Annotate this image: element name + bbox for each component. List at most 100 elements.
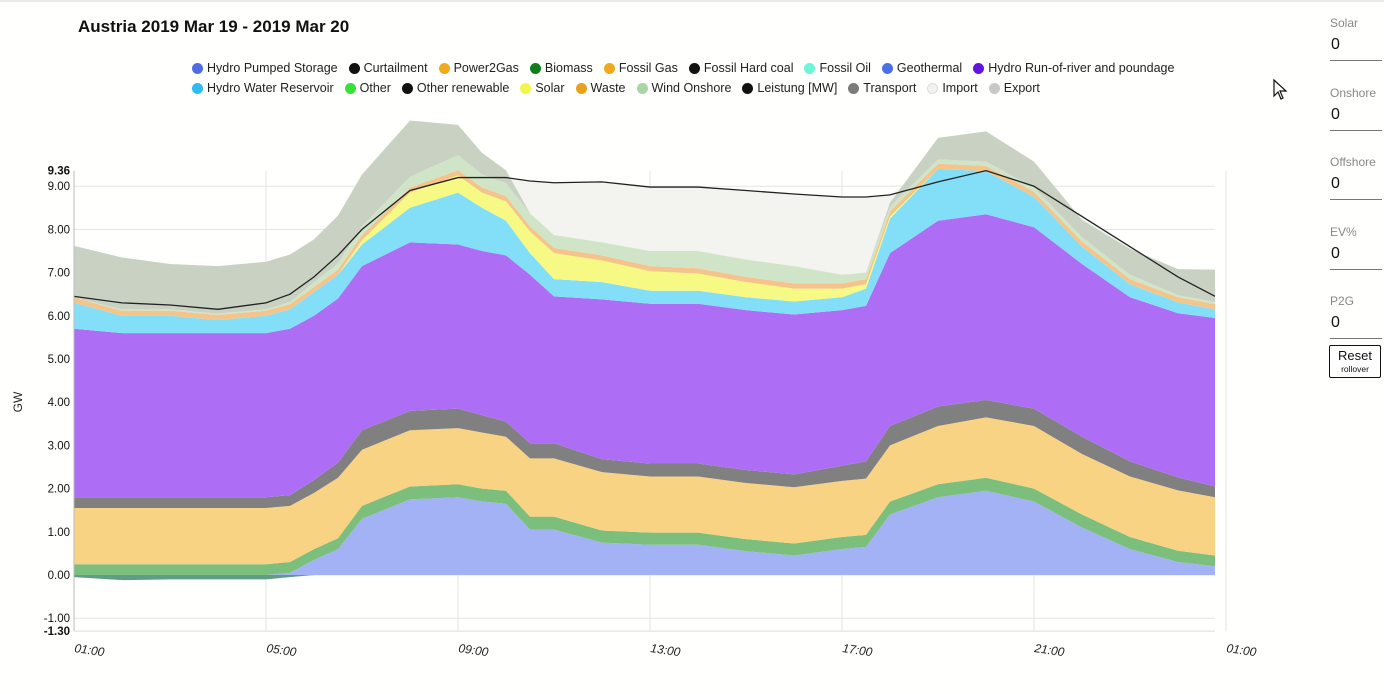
legend-item[interactable]: Fossil Oil <box>804 61 871 75</box>
legend-dot-icon <box>848 82 860 94</box>
area-hydro-run-of-river-and-poundage[interactable] <box>74 214 1215 498</box>
scenario-field: EV% 0 <box>1330 225 1382 291</box>
reset-label: Reset <box>1338 348 1372 363</box>
y-tick-label: -1.00 <box>44 613 70 625</box>
legend-label: Transport <box>863 81 917 95</box>
y-tick-label: 9.36 <box>48 166 70 178</box>
legend-label: Leistung [MW] <box>757 81 838 95</box>
legend-dot-icon <box>192 62 203 74</box>
legend-label: Hydro Pumped Storage <box>207 61 338 75</box>
scenario-field: Solar 0 <box>1330 16 1382 82</box>
legend-item[interactable]: Hydro Pumped Storage <box>192 61 338 75</box>
y-tick-label: 8.00 <box>48 224 70 236</box>
legend-item[interactable]: Import <box>927 81 978 95</box>
top-border <box>0 0 1384 2</box>
legend-label: Fossil Oil <box>819 61 871 75</box>
legend-label: Biomass <box>544 61 593 75</box>
legend-item[interactable]: Geothermal <box>881 61 962 75</box>
legend-label: Other renewable <box>416 81 510 95</box>
area-export[interactable] <box>74 120 1215 314</box>
y-axis-label: GW <box>11 391 25 412</box>
legend-dot-icon <box>636 82 648 94</box>
reset-rollover-button[interactable]: Reset rollover <box>1329 345 1381 378</box>
legend-label: Waste <box>590 81 626 95</box>
y-tick-label: 0.00 <box>48 570 70 582</box>
legend-dot-icon <box>192 82 203 94</box>
field-input[interactable]: 0 <box>1330 175 1382 200</box>
legend-item[interactable]: Hydro Water Reservoir <box>192 81 334 95</box>
stacked-areas <box>74 120 1215 575</box>
legend-dot-icon <box>988 82 1000 94</box>
field-label: EV% <box>1330 224 1357 239</box>
area-biomass[interactable] <box>74 477 1215 575</box>
y-tick-label: 4.00 <box>48 397 70 409</box>
legend-item[interactable]: Power2Gas <box>438 61 519 75</box>
area-transport[interactable] <box>74 400 1215 509</box>
y-axis: -1.30-1.00 0.00 1.00 2.00 3.00 4.00 5.00 6.00 7.… <box>44 166 75 638</box>
y-tick-label: 9.00 <box>48 181 70 193</box>
field-label: P2G <box>1330 294 1355 308</box>
y-tick-label: 3.00 <box>48 440 70 452</box>
lines <box>73 169 1216 310</box>
x-tick-label: 21:00 <box>1033 641 1066 659</box>
legend-label: Hydro Water Reservoir <box>207 81 334 95</box>
legend-item[interactable]: Fossil Gas <box>603 61 678 75</box>
legend-row-2: Hydro Water Reservoir Other Other renewabl… <box>192 78 1232 98</box>
legend-item[interactable]: Curtailment <box>348 61 428 75</box>
legend-dot-icon <box>603 62 615 74</box>
x-tick-label: 13:00 <box>650 641 682 659</box>
legend-item[interactable]: Other <box>344 81 391 95</box>
legend-label: Export <box>1003 81 1040 95</box>
legend-dot-icon <box>401 82 413 94</box>
legend-item[interactable]: Waste <box>575 81 626 95</box>
legend-item[interactable]: Other renewable <box>401 81 510 95</box>
legend-label: Power2Gas <box>453 61 519 75</box>
legend-dot-icon <box>520 82 532 94</box>
legend-item[interactable]: Transport <box>848 81 916 95</box>
area-negative[interactable] <box>74 575 1215 581</box>
x-tick-label: 01:00 <box>74 641 106 659</box>
scenario-field: Onshore 0 <box>1330 86 1382 152</box>
legend-label: Fossil Gas <box>618 61 678 75</box>
legend-dot-icon <box>973 62 985 74</box>
area-import[interactable] <box>74 155 1215 314</box>
y-tick-label: 1.00 <box>48 527 70 539</box>
y-tick-label: 7.00 <box>48 268 70 280</box>
y-tick-label: 2.00 <box>48 484 70 496</box>
legend-item[interactable]: Solar <box>520 81 565 95</box>
line-leistung[interactable] <box>73 169 1216 310</box>
legend-label: Hydro Run-of-river and poundage <box>988 61 1175 75</box>
legend-dot-icon <box>742 82 754 94</box>
field-label: Onshore <box>1330 85 1377 100</box>
legend-dot-icon <box>881 62 893 74</box>
legend-label: Solar <box>535 81 565 95</box>
legend-item[interactable]: Fossil Hard coal <box>688 61 794 75</box>
field-input[interactable]: 0 <box>1330 36 1382 61</box>
reset-sublabel: rollover <box>1341 364 1369 374</box>
x-axis: 01:00 05:00 09:00 13:00 17:00 21:00 01:00 <box>74 630 1258 659</box>
legend-item[interactable]: Leistung [MW] <box>742 81 837 95</box>
y-tick-label: 5.00 <box>48 354 70 366</box>
legend-item[interactable]: Export <box>988 81 1040 95</box>
scenario-field: P2G 0 <box>1330 294 1382 360</box>
area-hydro-water-reservoir[interactable] <box>74 168 1215 334</box>
legend-dot-icon <box>529 62 541 74</box>
mouse-cursor-icon <box>1273 78 1288 100</box>
legend: Hydro Pumped Storage Curtailment Power2Gas… <box>192 58 1232 98</box>
negative-areas <box>74 575 1215 581</box>
legend-item[interactable]: Hydro Run-of-river and poundage <box>973 61 1174 75</box>
legend-dot-icon <box>348 62 360 74</box>
field-input[interactable]: 0 <box>1330 245 1382 270</box>
field-input[interactable]: 0 <box>1330 106 1382 131</box>
x-tick-label: 01:00 <box>1226 641 1258 659</box>
legend-item[interactable]: Biomass <box>529 61 593 75</box>
area-fossil-gas[interactable] <box>74 417 1215 565</box>
legend-label: Fossil Hard coal <box>703 61 794 75</box>
field-label: Solar <box>1330 16 1359 30</box>
legend-dot-icon <box>688 62 700 74</box>
area-hydro-pumped-storage[interactable] <box>74 490 1215 575</box>
legend-dot-icon <box>344 82 356 94</box>
field-input[interactable]: 0 <box>1330 314 1382 339</box>
legend-item[interactable]: Wind Onshore <box>636 81 731 95</box>
